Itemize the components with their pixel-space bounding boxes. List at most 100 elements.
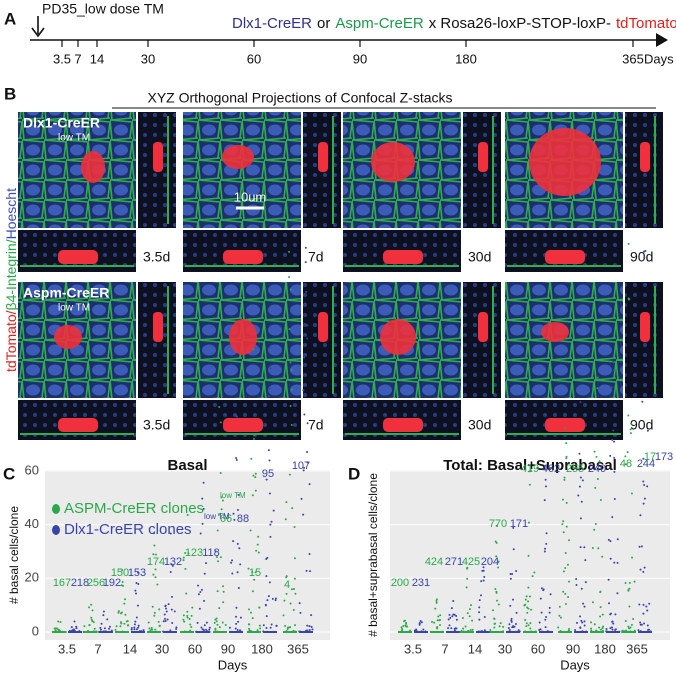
clone-dot bbox=[628, 605, 631, 608]
clone-dot bbox=[579, 546, 582, 549]
clone-dot bbox=[495, 590, 498, 593]
clone-dot bbox=[253, 434, 256, 437]
clone-dot bbox=[529, 622, 532, 625]
clone-dot bbox=[482, 579, 485, 582]
stain-part: β4-Integrin/ bbox=[3, 239, 19, 310]
tdtomato-clone bbox=[371, 142, 415, 182]
day-label: 7d bbox=[308, 249, 324, 265]
clone-dot bbox=[270, 520, 273, 523]
clone-dot bbox=[306, 624, 309, 627]
clone-dot bbox=[489, 629, 492, 632]
start-arrow bbox=[31, 16, 45, 38]
clone-dot bbox=[493, 618, 496, 621]
clone-dot bbox=[630, 623, 633, 626]
x-tick-label: 180 bbox=[594, 641, 616, 656]
micrograph bbox=[505, 282, 623, 398]
clone-dot bbox=[512, 526, 515, 529]
clone-dot bbox=[248, 608, 251, 611]
clone-dot bbox=[557, 626, 560, 629]
bottom-clone bbox=[545, 418, 585, 432]
clone-dot bbox=[453, 627, 456, 630]
clone-dot bbox=[102, 610, 105, 613]
clone-dot bbox=[200, 626, 203, 629]
clone-dot bbox=[216, 590, 219, 593]
clone-dot bbox=[154, 628, 157, 631]
clone-dot bbox=[154, 553, 157, 556]
clone-dot bbox=[497, 560, 500, 563]
clone-dot bbox=[235, 459, 238, 462]
clone-dot bbox=[298, 602, 301, 605]
clone-dot bbox=[450, 607, 453, 610]
clone-dot bbox=[568, 628, 571, 631]
clone-dot bbox=[119, 612, 122, 615]
day-label: 3.5d bbox=[143, 417, 170, 433]
clone-dot bbox=[596, 376, 599, 379]
clone-dot bbox=[435, 601, 438, 604]
clone-dot bbox=[250, 457, 253, 460]
clone-dot bbox=[303, 413, 306, 416]
x-tick-label: 3.5 bbox=[404, 641, 422, 656]
clone-dot bbox=[120, 622, 123, 625]
x-tick-label: 90 bbox=[221, 641, 235, 656]
clone-dot bbox=[162, 620, 165, 623]
clone-dot bbox=[187, 552, 190, 555]
bottom-clone bbox=[223, 250, 263, 264]
clone-dot bbox=[142, 629, 145, 632]
clone-count: 192 bbox=[103, 577, 121, 589]
clone-dot bbox=[126, 620, 129, 623]
clone-dot bbox=[274, 599, 277, 602]
clone-dot bbox=[121, 569, 124, 572]
clone-dot bbox=[611, 620, 614, 623]
clone-dot bbox=[191, 606, 194, 609]
bottom-clone bbox=[58, 418, 98, 432]
clone-dot bbox=[170, 563, 173, 566]
timeline-tick-label: 30 bbox=[141, 51, 155, 66]
clone-dot bbox=[119, 625, 122, 628]
clone-dot bbox=[403, 619, 406, 622]
clone-dot bbox=[237, 509, 240, 512]
clone-dot bbox=[253, 578, 256, 581]
clone-count: 200 bbox=[391, 577, 409, 589]
clone-dot bbox=[609, 627, 612, 630]
clone-dot bbox=[563, 476, 566, 479]
bottom-clone bbox=[383, 418, 423, 432]
clone-dot bbox=[578, 485, 581, 488]
clone-dot bbox=[217, 514, 220, 517]
clone-dot bbox=[639, 623, 642, 626]
clone-dot bbox=[92, 621, 95, 624]
clone-dot bbox=[106, 618, 109, 621]
row-line: Aspm-CreER bbox=[23, 285, 109, 301]
clone-dot bbox=[222, 585, 225, 588]
clone-dot bbox=[599, 591, 602, 594]
clone-dot bbox=[183, 620, 186, 623]
clone-dot bbox=[422, 628, 425, 631]
clone-dot bbox=[164, 605, 167, 608]
clone-dot bbox=[531, 575, 534, 578]
clone-dot bbox=[539, 597, 542, 600]
clone-dot bbox=[564, 602, 567, 605]
clone-dot bbox=[609, 540, 612, 543]
legend-marker bbox=[52, 525, 60, 535]
clone-dot bbox=[218, 626, 221, 629]
clone-dot bbox=[510, 619, 513, 622]
clone-dot bbox=[304, 353, 307, 356]
clone-dot bbox=[580, 619, 583, 622]
clone-dot bbox=[564, 592, 567, 595]
clone-dot bbox=[598, 626, 601, 629]
clone-dot bbox=[480, 580, 483, 583]
clone-dot bbox=[158, 608, 161, 611]
clone-dot bbox=[282, 614, 285, 617]
clone-dot bbox=[254, 476, 257, 479]
clone-dot bbox=[202, 481, 205, 484]
clone-dot bbox=[205, 621, 208, 624]
x-tick-label: 7 bbox=[94, 641, 101, 656]
clone-dot bbox=[578, 468, 581, 471]
clone-dot bbox=[272, 509, 275, 512]
clone-dot bbox=[90, 618, 93, 621]
clone-dot bbox=[646, 609, 649, 612]
clone-dot bbox=[575, 621, 578, 624]
clone-dot bbox=[438, 623, 441, 626]
clone-dot bbox=[482, 566, 485, 569]
clone-dot bbox=[232, 540, 235, 543]
timeline-tick-label: 14 bbox=[90, 51, 104, 66]
